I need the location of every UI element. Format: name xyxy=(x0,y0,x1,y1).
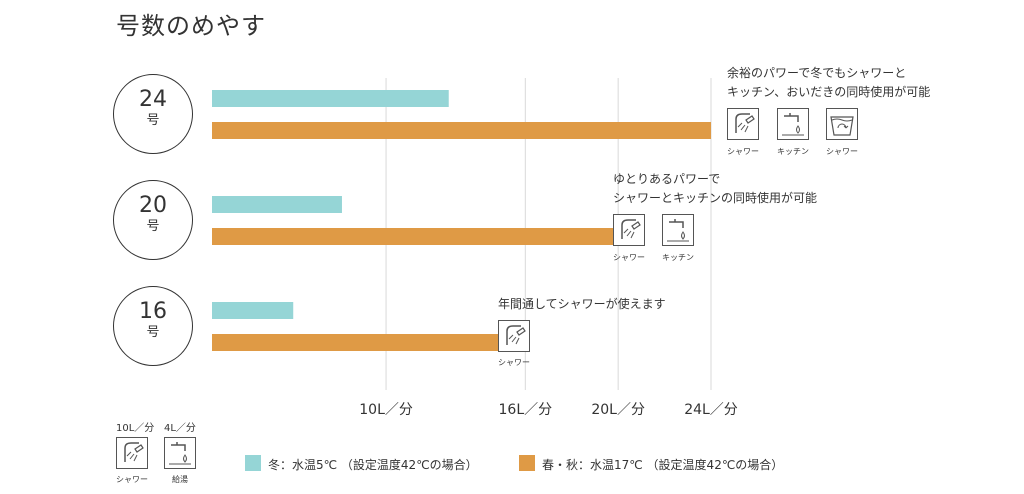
icon-label: キッチン xyxy=(662,253,694,262)
flow-rate-tap: 4L／分 xyxy=(164,423,196,434)
note-line: 余裕のパワーで冬でもシャワーと xyxy=(727,66,907,80)
x-tick-label: 24L／分 xyxy=(684,402,738,418)
legend-label-spring-autumn: 春・秋：水温17℃ （設定温度42℃の場合） xyxy=(542,458,784,472)
bar-spring-autumn-24号 xyxy=(212,122,711,139)
page-title: 号数のめやす xyxy=(116,12,266,40)
capacity-number: 24 xyxy=(139,87,167,112)
note-24: 余裕のパワーで冬でもシャワーと キッチン、おいだきの同時使用が可能 xyxy=(727,64,930,102)
capacity-number: 16 xyxy=(139,299,167,324)
note-line: 年間通してシャワーが使えます xyxy=(498,297,666,311)
icon-label: シャワー xyxy=(116,475,148,484)
icon-label: シャワー xyxy=(498,358,530,367)
flow-rate-shower: 10L／分 xyxy=(116,423,155,434)
icon-label: シャワー xyxy=(727,147,759,156)
x-tick-label: 16L／分 xyxy=(499,402,553,418)
bar-spring-autumn-20号 xyxy=(212,228,619,245)
icon-label: 給湯 xyxy=(172,475,188,484)
capacity-circle-24: 24 号 xyxy=(113,74,193,154)
legend-swatch-spring-autumn xyxy=(519,455,535,471)
icon-label: シャワー xyxy=(826,147,858,156)
note-line: ゆとりあるパワーで xyxy=(613,172,721,186)
faucet-icon xyxy=(777,108,809,140)
faucet-icon xyxy=(662,214,694,246)
bath-reheat-icon xyxy=(826,108,858,140)
x-tick-label: 10L／分 xyxy=(359,402,413,418)
icon-label: キッチン xyxy=(777,147,809,156)
x-tick-label: 20L／分 xyxy=(591,402,645,418)
capacity-circle-16: 16 号 xyxy=(113,286,193,366)
capacity-unit: 号 xyxy=(146,325,160,340)
shower-icon xyxy=(498,320,530,352)
capacity-number: 20 xyxy=(139,193,167,218)
faucet-icon xyxy=(164,437,196,469)
capacity-unit: 号 xyxy=(146,219,160,234)
note-16: 年間通してシャワーが使えます xyxy=(498,295,666,314)
icon-label: シャワー xyxy=(613,253,645,262)
note-line: キッチン、おいだきの同時使用が可能 xyxy=(727,85,931,99)
legend-swatch-winter xyxy=(245,455,261,471)
shower-icon xyxy=(116,437,148,469)
capacity-circle-20: 20 号 xyxy=(113,180,193,260)
bar-winter-16号 xyxy=(212,302,294,319)
note-20: ゆとりあるパワーで シャワーとキッチンの同時使用が可能 xyxy=(613,170,817,208)
note-line: シャワーとキッチンの同時使用が可能 xyxy=(613,191,818,205)
bar-winter-24号 xyxy=(212,90,449,107)
legend-label-winter: 冬：水温5℃ （設定温度42℃の場合） xyxy=(268,458,478,472)
bar-winter-20号 xyxy=(212,196,342,213)
shower-icon xyxy=(727,108,759,140)
capacity-unit: 号 xyxy=(146,113,160,128)
bar-spring-autumn-16号 xyxy=(212,334,526,351)
shower-icon xyxy=(613,214,645,246)
